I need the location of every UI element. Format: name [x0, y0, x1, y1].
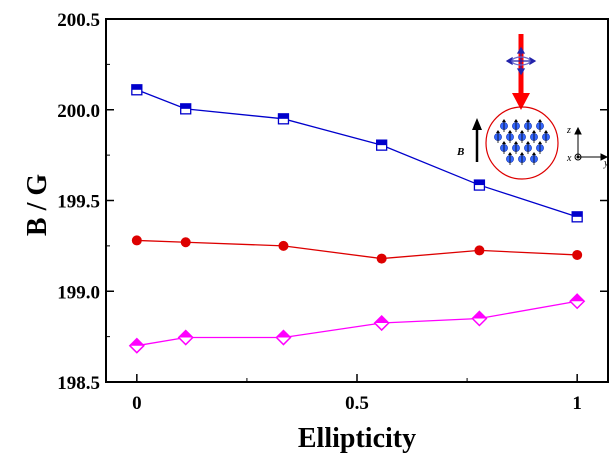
data-point	[131, 84, 143, 96]
data-point	[180, 103, 192, 115]
atom-lattice	[494, 119, 550, 165]
atom-spin	[530, 130, 538, 143]
series-2	[131, 235, 583, 264]
y-tick-label: 198.5	[57, 373, 100, 394]
atom-spin	[506, 130, 514, 143]
atom-spin	[512, 119, 520, 132]
atom-spin	[536, 141, 544, 154]
y-axis-title: B / G	[22, 174, 53, 236]
atom-spin	[542, 130, 550, 143]
data-point	[376, 139, 388, 151]
data-point	[473, 179, 486, 191]
data-point	[131, 235, 142, 246]
plot-frame	[105, 18, 609, 383]
y-axis-label: y	[603, 158, 609, 169]
x-tick-label: 1	[572, 393, 582, 414]
series-line	[136, 300, 578, 347]
atom-spin	[506, 152, 514, 165]
atom-spin	[494, 130, 502, 143]
atom-spin	[536, 119, 544, 132]
z-axis-label: z	[566, 125, 571, 136]
data-point	[177, 329, 194, 346]
y-tick-label: 199.0	[57, 282, 100, 303]
x-axis-title: Ellipticity	[298, 423, 416, 454]
y-tick-label: 200.0	[57, 101, 100, 122]
data-point	[572, 249, 583, 260]
data-point	[277, 113, 290, 125]
atom-spin	[530, 152, 538, 165]
data-point	[376, 253, 387, 264]
x-tick-label: 0	[132, 393, 142, 414]
atom-spin	[518, 130, 526, 143]
polarization-icon	[505, 46, 537, 76]
data-point	[471, 310, 488, 327]
magnetic-field-arrow: B	[456, 118, 482, 162]
data-point	[275, 329, 292, 346]
atom-spin	[500, 119, 508, 132]
data-point	[571, 211, 583, 223]
data-point	[474, 245, 485, 256]
series-layer	[128, 84, 586, 354]
series-line	[136, 89, 578, 218]
x-tick-label: 0.5	[345, 393, 369, 414]
data-point	[180, 237, 191, 248]
data-point	[373, 314, 390, 332]
axes-ticks: 0 0.5 1 198.5 199.0 199.5 200.0 200.5	[57, 10, 608, 414]
data-point	[278, 240, 289, 251]
atom-spin	[524, 119, 532, 132]
x-axis-label: x	[566, 153, 572, 164]
data-point	[128, 337, 145, 354]
atom-spin	[518, 152, 526, 165]
y-tick-label: 200.5	[57, 10, 100, 31]
atom-cloud-boundary	[485, 106, 559, 180]
series-line	[136, 239, 578, 260]
y-tick-label: 199.5	[57, 192, 100, 213]
atom-spin	[500, 141, 508, 154]
experiment-inset: B z x y	[456, 34, 609, 180]
coordinate-axes	[574, 126, 609, 161]
atom-spin	[524, 141, 532, 154]
atom-spin	[512, 141, 520, 154]
data-point	[569, 293, 586, 310]
series-3	[128, 293, 586, 354]
series-1	[131, 84, 583, 223]
svg-text:B: B	[456, 146, 464, 158]
